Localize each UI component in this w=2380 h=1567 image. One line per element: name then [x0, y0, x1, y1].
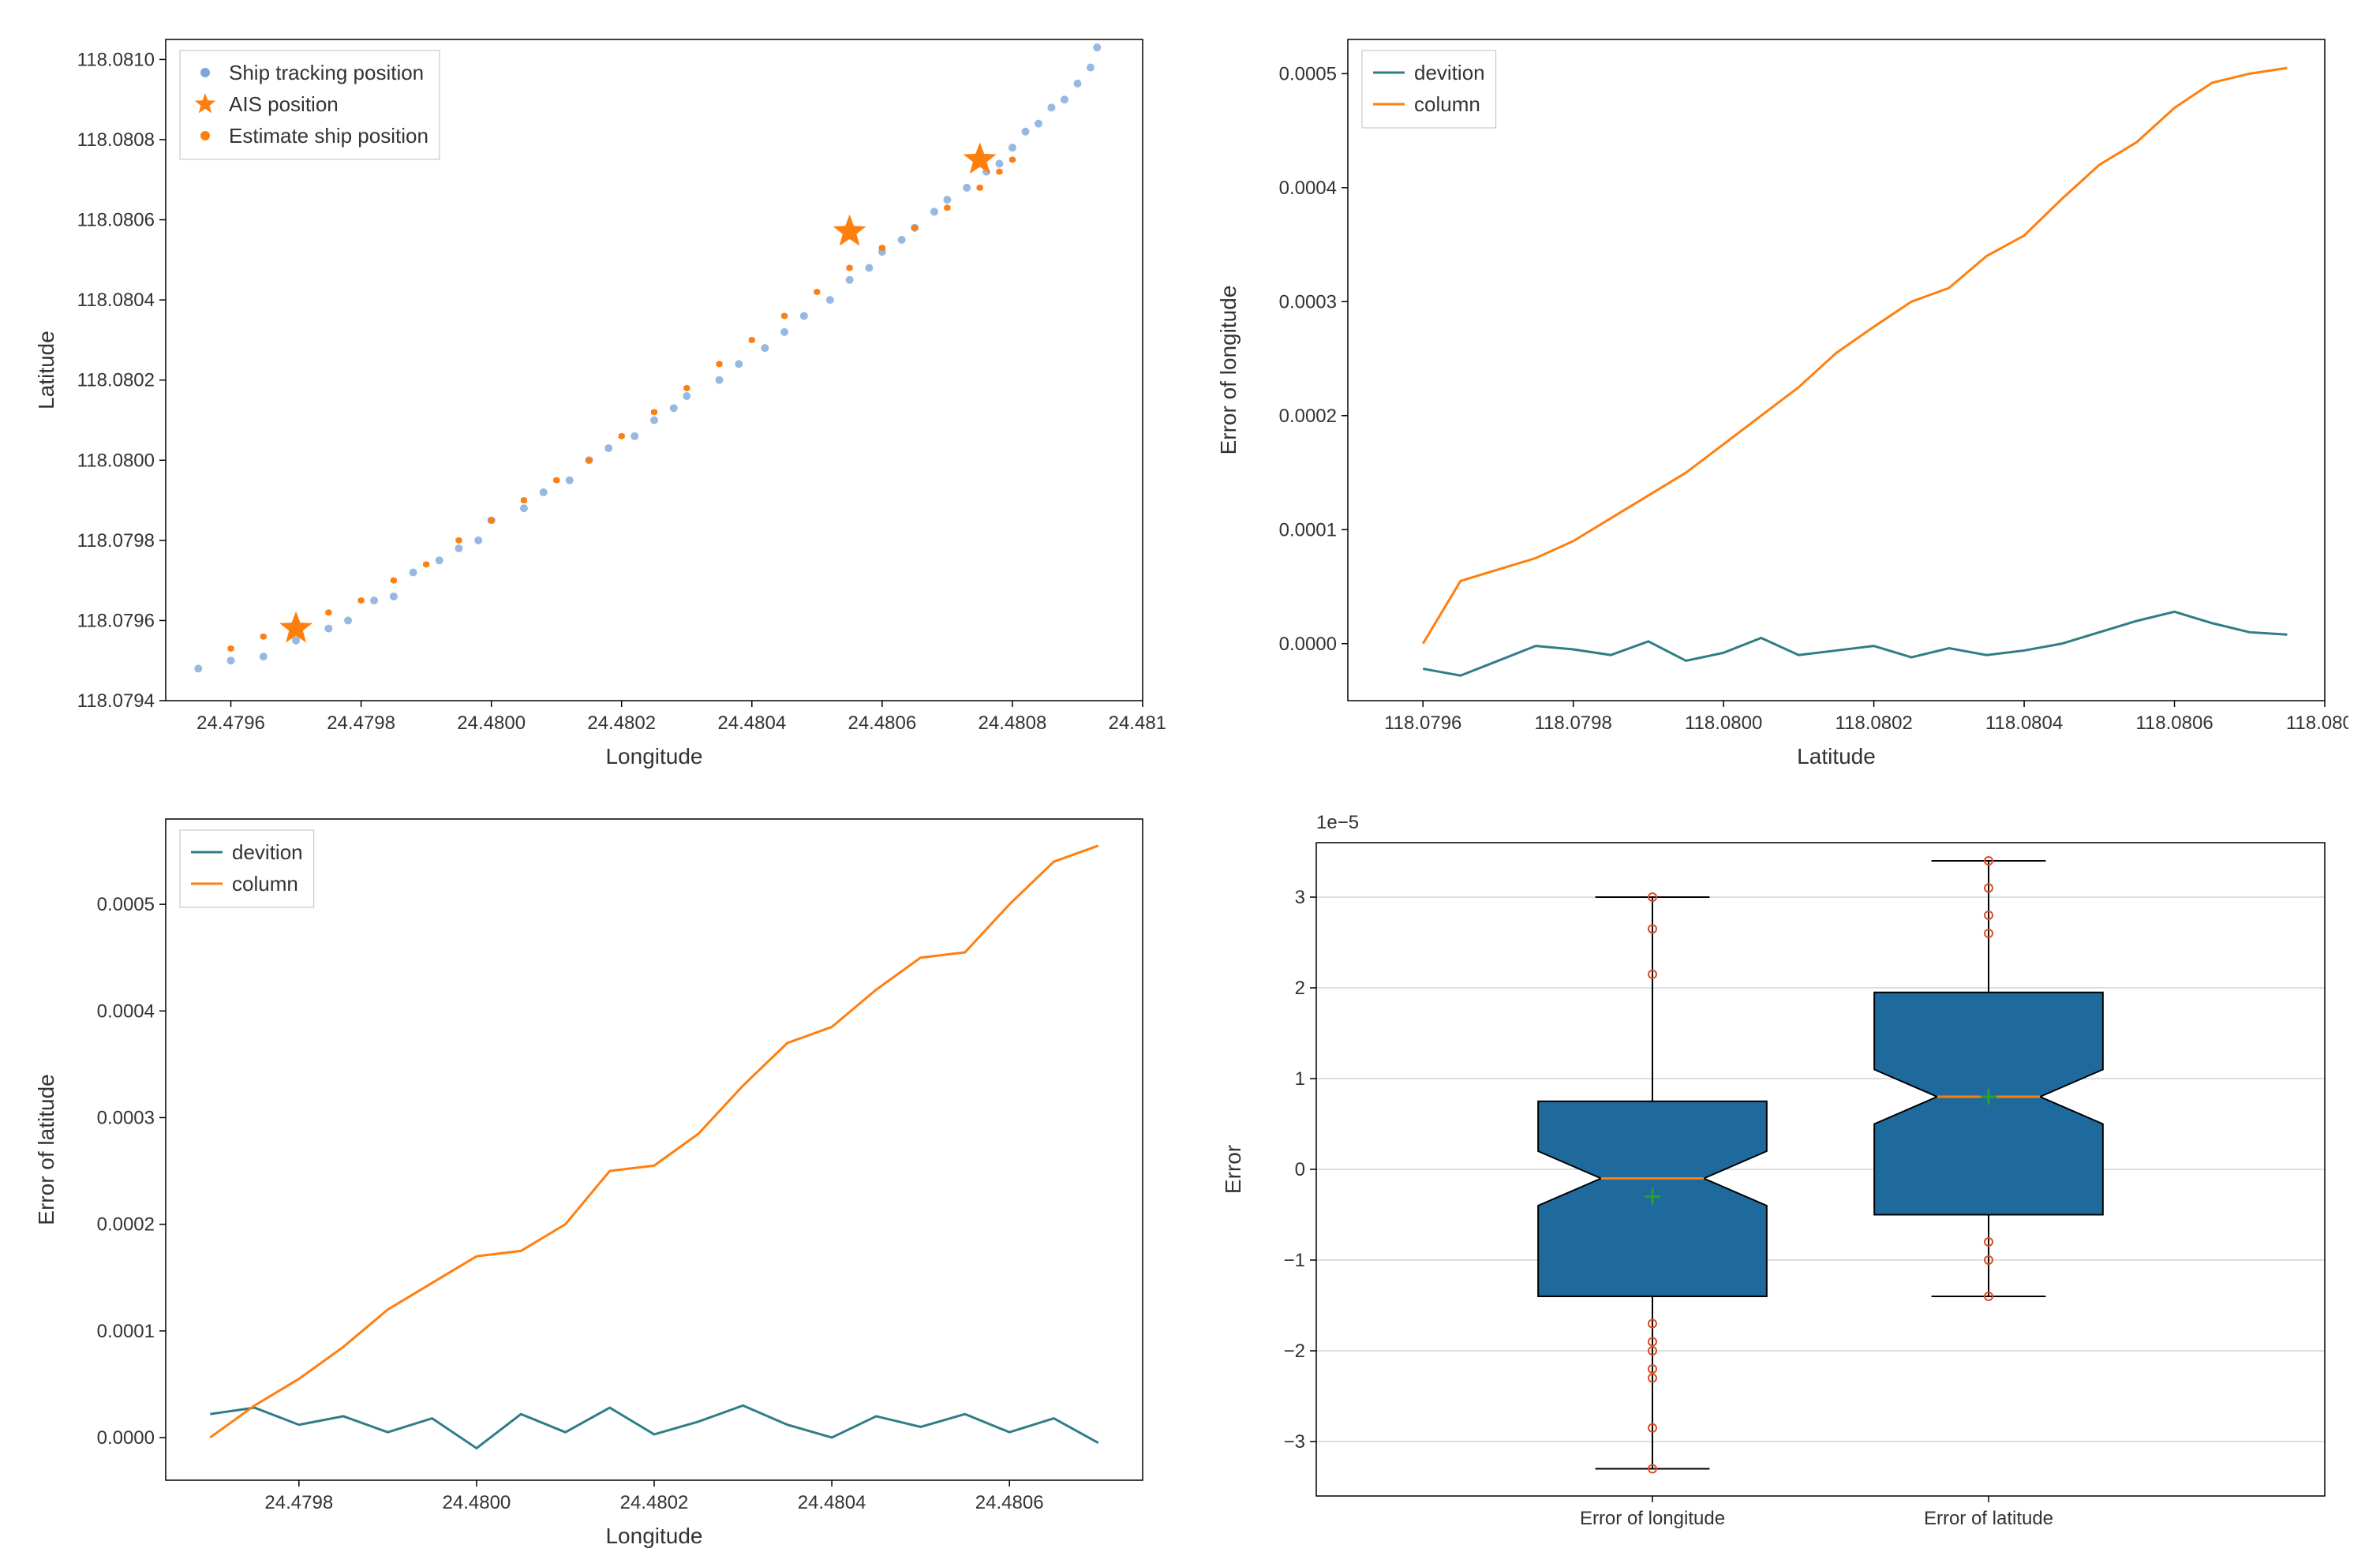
- svg-text:1: 1: [1295, 1068, 1305, 1090]
- svg-text:Error of longitude: Error of longitude: [1216, 286, 1241, 455]
- svg-text:0.0003: 0.0003: [1279, 291, 1337, 312]
- svg-text:118.0796: 118.0796: [1384, 712, 1461, 734]
- svg-text:24.4808: 24.4808: [979, 712, 1047, 734]
- svg-text:Latitude: Latitude: [34, 331, 58, 410]
- svg-text:1e−5: 1e−5: [1316, 812, 1359, 833]
- svg-text:24.4810: 24.4810: [1109, 712, 1166, 734]
- svg-text:118.0796: 118.0796: [77, 610, 155, 631]
- panel-error-longitude: 118.0796 118.0798 118.0800 118.0802 118.0804…: [1214, 16, 2348, 772]
- svg-text:2: 2: [1295, 978, 1305, 999]
- svg-text:Estimate ship position: Estimate ship position: [229, 124, 428, 148]
- svg-text:column: column: [1414, 92, 1480, 116]
- svg-text:Longitude: Longitude: [605, 1524, 702, 1548]
- panel-scatter-track: 24.4796 24.4798 24.4800 24.4802 24.4804 24.48…: [32, 16, 1166, 772]
- svg-text:118.0800: 118.0800: [77, 450, 155, 471]
- svg-text:0.0005: 0.0005: [97, 894, 155, 915]
- svg-text:devition: devition: [1414, 61, 1485, 84]
- svg-text:118.0806: 118.0806: [2135, 712, 2213, 734]
- svg-text:24.4798: 24.4798: [327, 712, 395, 734]
- svg-text:column: column: [232, 872, 298, 896]
- svg-text:0.0000: 0.0000: [97, 1427, 155, 1449]
- svg-text:24.4806: 24.4806: [848, 712, 916, 734]
- svg-text:−2: −2: [1284, 1341, 1305, 1362]
- svg-text:24.4800: 24.4800: [457, 712, 526, 734]
- svg-text:Error of latitude: Error of latitude: [34, 1074, 58, 1225]
- svg-text:118.0810: 118.0810: [77, 49, 155, 70]
- svg-text:118.0808: 118.0808: [77, 129, 155, 151]
- svg-text:−1: −1: [1284, 1250, 1305, 1271]
- svg-text:0: 0: [1295, 1159, 1305, 1180]
- svg-text:118.0798: 118.0798: [77, 530, 155, 552]
- svg-text:118.0800: 118.0800: [1685, 712, 1762, 734]
- panel-error-latitude: 24.4798 24.4800 24.4802 24.4804 24.4806 0.000…: [32, 795, 1166, 1551]
- svg-text:118.0798: 118.0798: [1535, 712, 1612, 734]
- svg-text:0.0001: 0.0001: [1279, 519, 1337, 540]
- svg-text:24.4796: 24.4796: [196, 712, 265, 734]
- svg-text:24.4804: 24.4804: [717, 712, 786, 734]
- svg-text:0.0004: 0.0004: [97, 1000, 155, 1022]
- svg-text:Ship tracking position: Ship tracking position: [229, 61, 424, 84]
- svg-text:devition: devition: [232, 840, 303, 864]
- svg-text:118.0802: 118.0802: [1835, 712, 1912, 734]
- svg-text:24.4798: 24.4798: [264, 1492, 333, 1513]
- svg-text:24.4802: 24.4802: [620, 1492, 689, 1513]
- svg-text:0.0004: 0.0004: [1279, 178, 1337, 199]
- svg-text:24.4802: 24.4802: [587, 712, 656, 734]
- svg-text:Error of latitude: Error of latitude: [1924, 1508, 2053, 1529]
- svg-text:118.0804: 118.0804: [1985, 712, 2063, 734]
- svg-text:−3: −3: [1284, 1431, 1305, 1453]
- svg-text:118.0794: 118.0794: [77, 690, 155, 712]
- svg-text:Error: Error: [1221, 1145, 1245, 1194]
- svg-text:0.0002: 0.0002: [97, 1214, 155, 1236]
- svg-text:AIS position: AIS position: [229, 92, 339, 116]
- svg-text:0.0000: 0.0000: [1279, 634, 1337, 655]
- svg-text:24.4806: 24.4806: [975, 1492, 1044, 1513]
- panel-boxplot: −3 −2 −1 0 1 2 3 Error of longitude Error of lat…: [1214, 795, 2348, 1551]
- svg-text:0.0005: 0.0005: [1279, 63, 1337, 84]
- svg-text:118.0806: 118.0806: [77, 210, 155, 231]
- svg-text:Latitude: Latitude: [1797, 744, 1876, 769]
- svg-text:3: 3: [1295, 887, 1305, 908]
- svg-text:Error of longitude: Error of longitude: [1580, 1508, 1725, 1529]
- svg-text:118.0802: 118.0802: [77, 370, 155, 391]
- svg-text:0.0002: 0.0002: [1279, 406, 1337, 427]
- svg-text:118.0804: 118.0804: [77, 290, 155, 311]
- svg-text:0.0003: 0.0003: [97, 1107, 155, 1128]
- svg-text:Longitude: Longitude: [605, 744, 702, 769]
- svg-text:24.4804: 24.4804: [798, 1492, 866, 1513]
- svg-text:0.0001: 0.0001: [97, 1321, 155, 1342]
- svg-text:24.4800: 24.4800: [443, 1492, 511, 1513]
- svg-text:118.0808: 118.0808: [2286, 712, 2348, 734]
